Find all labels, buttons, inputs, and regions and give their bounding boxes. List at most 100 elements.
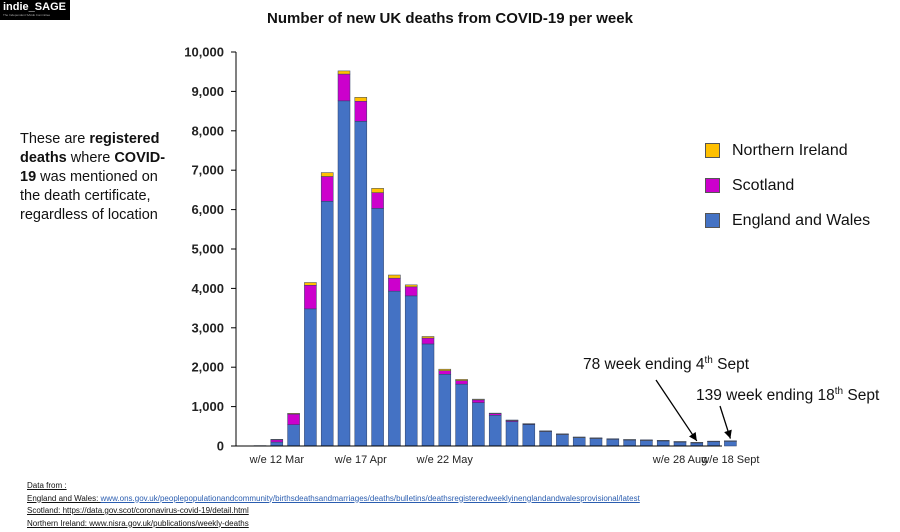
x-tick-label: w/e 12 Mar	[249, 454, 305, 466]
bar-segment-england-and-wales	[505, 421, 519, 447]
y-tick-label: 6,000	[191, 202, 224, 217]
chart-description: These are registered deaths where COVID-…	[20, 130, 180, 225]
source-ew-link[interactable]: www.ons.gov.uk/peoplepopulationandcommun…	[100, 493, 640, 503]
annotation-2-tail: Sept	[843, 387, 880, 405]
y-tick-label: 3,000	[191, 320, 224, 335]
bar-segment-england-and-wales	[539, 431, 552, 447]
sources-header: Data from :	[27, 481, 67, 490]
annotation-1-tail: Sept	[712, 356, 750, 374]
legend-swatch-scotland	[705, 178, 720, 193]
bar-segment-england-and-wales	[589, 437, 603, 447]
bar-segment-scotland	[354, 101, 368, 122]
legend-swatch-northern-ireland	[705, 143, 720, 158]
bar-segment-northern-ireland	[337, 70, 351, 75]
data-sources: Data from : England and Wales: www.ons.g…	[27, 480, 640, 530]
bar-segment-northern-ireland	[304, 282, 317, 286]
bar-segment-northern-ireland	[539, 430, 552, 432]
x-tick-label: w/e 28 Aug	[652, 454, 707, 466]
bar-segment-northern-ireland	[404, 284, 418, 288]
bar-segment-northern-ireland	[320, 172, 334, 177]
legend-label-england-wales: England and Wales	[732, 211, 871, 229]
bar-segment-england-and-wales	[337, 100, 351, 447]
source-northern-ireland: Northern Ireland: www.nisra.gov.uk/publi…	[27, 518, 640, 531]
bar-segment-england-and-wales	[556, 433, 569, 447]
y-tick-label: 2,000	[191, 360, 224, 375]
bar-segment-northern-ireland	[438, 368, 452, 371]
desc-text-3: was mentioned on the death certificate, …	[20, 169, 158, 223]
annotation-arrows	[655, 379, 732, 442]
desc-bold-1: registered deaths	[20, 131, 160, 166]
annotation-1-text: 78 week ending 4	[583, 356, 705, 374]
bar-segment-northern-ireland	[488, 412, 502, 414]
bar-segment-england-and-wales	[606, 438, 620, 447]
logo-name: indie_SAGE	[3, 1, 66, 13]
bar-segment-england-and-wales	[656, 440, 670, 447]
bar-segment-scotland	[304, 284, 317, 310]
desc-bold-2: COVID-19	[20, 150, 166, 185]
bar-segment-northern-ireland	[572, 436, 586, 438]
bar-segment-northern-ireland	[640, 439, 653, 441]
y-tick-label: 7,000	[191, 163, 224, 178]
annotation-1-sup: th	[704, 355, 713, 366]
bar-segment-england-and-wales	[522, 424, 536, 447]
bar-segment-england-and-wales	[287, 424, 300, 447]
bar-segment-northern-ireland	[472, 398, 485, 401]
bar-segment-northern-ireland	[371, 188, 384, 193]
annotation-arrow-1-head	[689, 432, 697, 441]
legend: Northern Ireland Scotland England and Wa…	[705, 133, 870, 238]
legend-label-northern-ireland: Northern Ireland	[732, 141, 848, 159]
bar-segment-scotland	[371, 192, 384, 209]
legend-swatch-england-wales	[705, 213, 720, 228]
bar-segment-scotland	[287, 413, 300, 425]
bar-segment-scotland	[337, 73, 351, 102]
bar-segment-england-and-wales	[455, 383, 468, 447]
bar-segment-england-and-wales	[640, 439, 653, 447]
bar-segment-northern-ireland	[522, 423, 536, 425]
bar-segment-northern-ireland	[707, 440, 720, 443]
y-tick-label: 10,000	[184, 45, 224, 60]
y-tick-label: 0	[217, 439, 224, 454]
bar-segment-northern-ireland	[673, 441, 687, 443]
source-scot-link[interactable]: https://data.gov.scot/coronavirus-covid-…	[62, 506, 249, 515]
bar-segment-northern-ireland	[623, 439, 636, 441]
x-axis: w/e 12 Mar w/e 17 Apr w/e 22 May w/e 28 Aug…	[236, 445, 759, 466]
bar-segment-northern-ireland	[505, 419, 519, 421]
source-scotland: Scotland: https://data.gov.scot/coronavi…	[27, 505, 640, 518]
bar-segment-england-and-wales	[354, 121, 368, 447]
source-scot-label: Scotland:	[27, 506, 63, 515]
bar-segment-northern-ireland	[421, 336, 435, 339]
bar-segment-england-and-wales	[404, 295, 418, 447]
y-axis: 0 1,000 2,000 3,000 4,000 5,000 6,000 7,000 8,00…	[184, 45, 237, 454]
bar-segment-northern-ireland	[724, 440, 737, 442]
source-england-wales: England and Wales: www.ons.gov.uk/people…	[27, 493, 640, 506]
legend-item-england-wales: England and Wales	[705, 203, 870, 238]
bar-segment-england-and-wales	[270, 441, 284, 447]
bar-segment-northern-ireland	[656, 440, 670, 442]
bar-segment-england-and-wales	[488, 415, 502, 447]
bar-segment-england-and-wales	[472, 402, 485, 447]
bar-segment-england-and-wales	[320, 201, 334, 447]
logo-tagline: The Independent SAGE Committee	[3, 13, 51, 17]
bar-segment-northern-ireland	[455, 379, 468, 381]
annotation-week-4-sept: 78 week ending 4th Sept	[583, 355, 749, 374]
legend-label-scotland: Scotland	[732, 176, 795, 194]
bar-segment-scotland	[455, 380, 468, 385]
bar-segment-england-and-wales	[371, 208, 384, 447]
source-ni-link[interactable]: www.nisra.gov.uk/publications/weekly-dea…	[89, 518, 249, 528]
annotation-arrow-2-head	[724, 429, 732, 439]
bar-segment-england-and-wales	[421, 343, 435, 447]
x-tick-label: w/e 18 Sept	[700, 454, 759, 466]
bar-segment-northern-ireland	[606, 438, 620, 440]
bar-segment-northern-ireland	[270, 439, 284, 441]
bar-segment-northern-ireland	[388, 274, 401, 279]
legend-item-scotland: Scotland	[705, 168, 870, 203]
x-tick-label: w/e 22 May	[416, 454, 474, 466]
bar-segment-scotland	[438, 370, 452, 375]
bar-segment-scotland	[472, 399, 485, 403]
chart-title: Number of new UK deaths from COVID-19 pe…	[267, 10, 633, 27]
annotation-2-text: 139 week ending 18	[696, 387, 835, 405]
bars	[253, 70, 737, 447]
bar-segment-scotland	[388, 277, 401, 292]
bar-segment-northern-ireland	[589, 437, 603, 439]
